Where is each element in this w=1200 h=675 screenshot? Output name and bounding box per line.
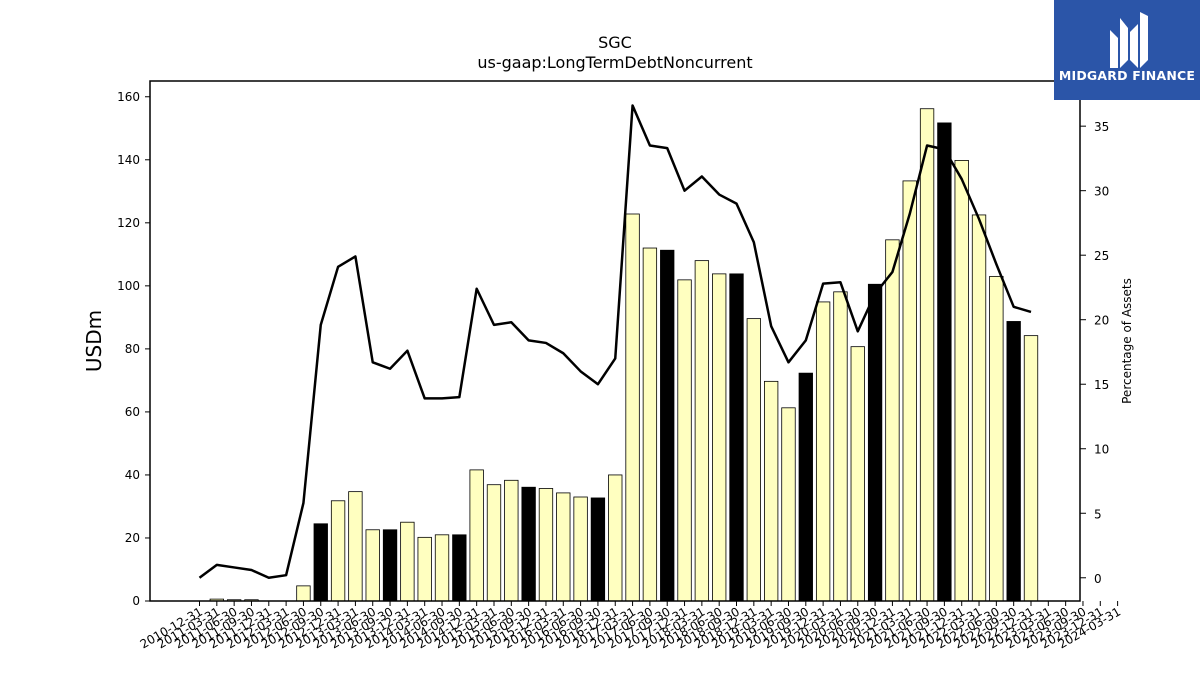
bar <box>660 249 675 602</box>
brand-logo: MIDGARD FINANCE <box>1054 0 1200 100</box>
bar <box>452 534 467 602</box>
y-axis-label-right: Percentage of Assets <box>1120 278 1134 404</box>
bar <box>417 536 432 602</box>
logo-text: MIDGARD FINANCE <box>1058 68 1196 83</box>
bar <box>902 180 917 602</box>
left-axis: 0 20 40 60 80 100 120 140 160 <box>117 90 150 608</box>
bar <box>746 318 761 602</box>
bar <box>712 273 727 602</box>
y-tick-label-left: 40 <box>125 468 140 482</box>
y-tick-label-right: 25 <box>1094 249 1109 263</box>
bar <box>608 474 623 602</box>
bar <box>538 488 554 602</box>
bar <box>573 496 588 602</box>
bar <box>521 486 536 602</box>
x-axis: 2010-12-312011-03-312011-06-302011-09-30… <box>138 601 1123 651</box>
bar <box>504 479 519 602</box>
chart-subtitle: us-gaap:LongTermDebtNoncurrent <box>477 53 752 72</box>
bar <box>1006 321 1021 602</box>
bar <box>590 497 606 602</box>
bar <box>625 213 640 602</box>
y-tick-label-right: 35 <box>1094 120 1109 134</box>
y-tick-label-left: 140 <box>117 153 140 167</box>
bar <box>296 585 311 602</box>
y-tick-label-left: 60 <box>125 405 140 419</box>
bar <box>469 469 484 602</box>
bar <box>400 521 415 602</box>
y-tick-label-left: 20 <box>125 531 140 545</box>
bar <box>1023 335 1039 602</box>
y-tick-label-right: 0 <box>1094 572 1102 586</box>
bar <box>867 283 883 602</box>
bar <box>798 372 813 602</box>
bar <box>954 160 969 602</box>
y-tick-label-right: 15 <box>1094 378 1109 392</box>
y-tick-label-left: 0 <box>132 594 140 608</box>
y-tick-label-left: 80 <box>125 342 140 356</box>
series-line <box>198 104 1032 580</box>
bar <box>781 407 796 602</box>
bar <box>434 534 450 602</box>
bar <box>815 301 831 602</box>
bar <box>330 500 346 602</box>
y-tick-label-left: 100 <box>117 279 140 293</box>
bar <box>348 491 363 602</box>
y-tick-label-right: 10 <box>1094 443 1109 457</box>
right-axis: 0 5 10 15 20 25 30 35 <box>1080 120 1109 586</box>
bars-group <box>209 108 1039 602</box>
bar <box>313 523 328 602</box>
bar <box>365 529 380 602</box>
bar <box>885 239 900 602</box>
bar <box>642 247 658 602</box>
y-tick-label-right: 5 <box>1094 507 1102 521</box>
y-tick-label-right: 20 <box>1094 314 1109 328</box>
bar <box>677 279 692 602</box>
bar <box>556 492 571 602</box>
logo-mark-icon <box>1110 12 1148 68</box>
y-axis-label-left: USDm <box>82 310 106 372</box>
bar <box>919 108 935 602</box>
line-group <box>198 104 1032 580</box>
y-tick-label-left: 120 <box>117 216 140 230</box>
chart-title: SGC <box>598 33 632 52</box>
bar <box>971 214 987 602</box>
bar <box>382 529 398 602</box>
y-tick-label-right: 30 <box>1094 185 1109 199</box>
bar <box>694 260 710 602</box>
bar <box>729 273 744 602</box>
bar <box>850 346 865 602</box>
bar <box>486 484 502 602</box>
bar <box>764 380 779 602</box>
bar <box>989 275 1004 602</box>
bar <box>833 291 848 602</box>
y-tick-label-left: 160 <box>117 90 140 104</box>
bar <box>937 122 952 602</box>
